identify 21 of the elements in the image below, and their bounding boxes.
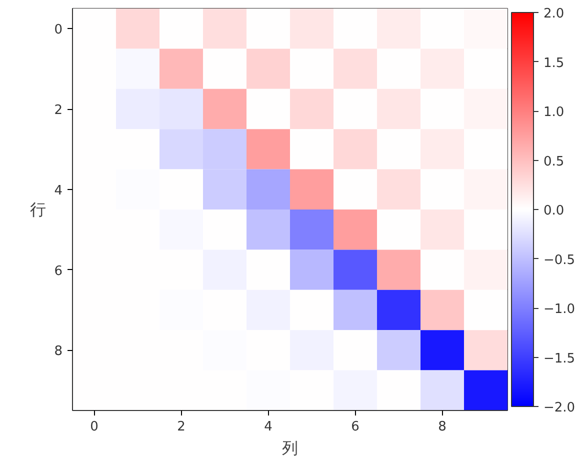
y-tick-label: 8 — [54, 344, 63, 360]
color-bar-label: −2.0 — [544, 400, 576, 416]
color-bar-label: 2.0 — [544, 6, 564, 22]
color-bar-label: 1.0 — [544, 105, 564, 120]
x-tick-label: 8 — [438, 420, 446, 434]
y-tick-label: 6 — [54, 264, 63, 279]
x-axis-title: 列 — [282, 438, 298, 458]
y-tick-label: 4 — [54, 183, 63, 198]
color-bar-label: −1.5 — [544, 351, 576, 366]
color-bar-label: −1.0 — [544, 302, 576, 317]
y-tick-label: 2 — [54, 103, 63, 118]
y-tick-label: 0 — [54, 22, 63, 38]
color-bar-label: 1.5 — [544, 56, 564, 71]
color-bar-label: 0.0 — [544, 204, 564, 218]
x-tick-label: 6 — [351, 420, 360, 434]
x-tick-label: 0 — [90, 420, 98, 434]
color-bar-label: 0.5 — [544, 154, 564, 170]
x-tick-label: 2 — [177, 420, 186, 434]
color-bar-label: −0.5 — [544, 252, 576, 268]
y-axis-title: 行 — [30, 200, 46, 219]
x-tick-label: 4 — [264, 420, 272, 434]
